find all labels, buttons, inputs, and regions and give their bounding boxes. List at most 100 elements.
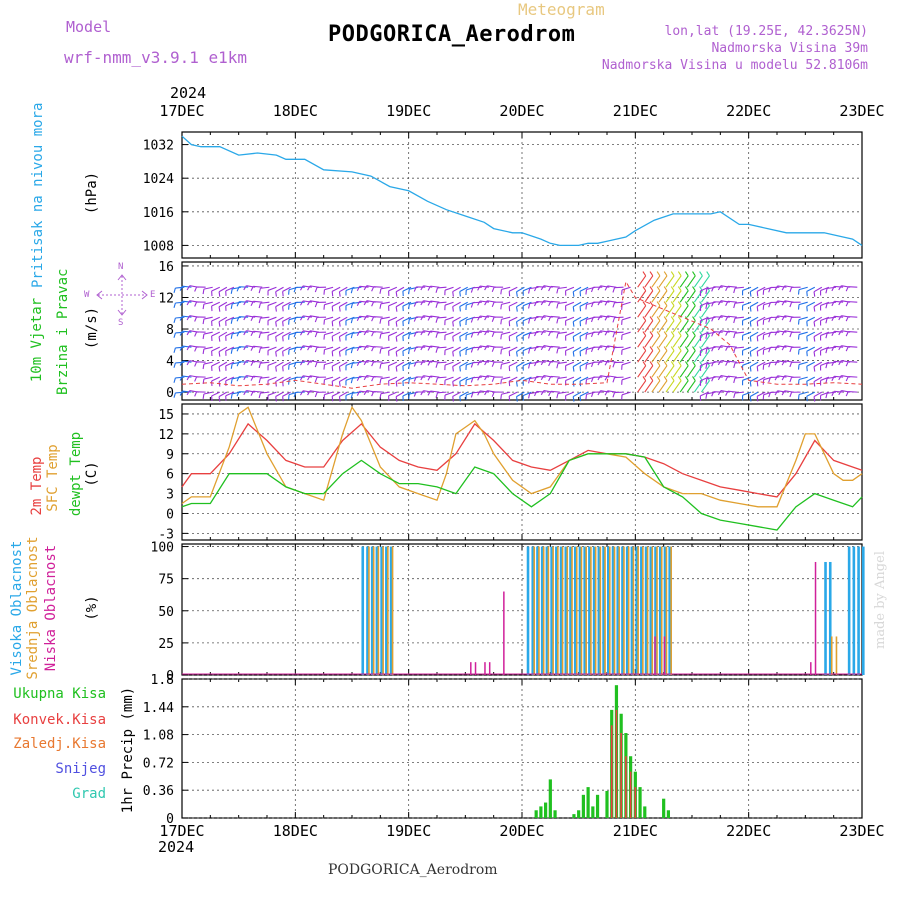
wind-barb (423, 300, 433, 303)
wind-barb (373, 316, 383, 318)
wind-barb-flag (230, 363, 233, 369)
wind-barb-flag (413, 346, 417, 352)
wind-barb-flag (789, 287, 793, 293)
wind-barb (600, 330, 610, 333)
wind-barb (501, 331, 511, 335)
wind-barb-flag (642, 361, 647, 366)
wind-barb-flag (649, 301, 654, 307)
wind-barb (282, 301, 291, 307)
wind-barb (388, 316, 398, 322)
wind-barb (302, 345, 312, 348)
wind-barb-flag (825, 348, 828, 354)
wind-barb (472, 316, 482, 319)
wind-barb-flag (413, 301, 417, 307)
cloud-bar-high (564, 546, 568, 675)
wind-barb (260, 286, 270, 289)
wind-barb (437, 331, 447, 334)
wind-barb (827, 346, 837, 349)
wind-barb-flag (585, 364, 588, 370)
wind-barb (444, 331, 454, 336)
wind-barb-flag (243, 315, 247, 321)
wind-barb (175, 346, 185, 349)
cloud-bar-high (607, 546, 610, 675)
wind-barb-flag (395, 336, 398, 342)
wind-barb (557, 331, 567, 335)
wind-barb (275, 286, 284, 293)
wind-barb-flag (408, 304, 410, 310)
wind-barb-flag (258, 333, 261, 339)
wind-barb (693, 365, 703, 378)
y-tick-label: 15 (158, 408, 174, 423)
y-tick-label: 0 (166, 386, 174, 401)
wind-barb (720, 315, 730, 318)
wind-barb (607, 375, 617, 378)
wind-barb (459, 301, 468, 307)
wind-barb (550, 390, 560, 393)
wind-barb-flag (677, 376, 682, 381)
wind-barb (679, 380, 689, 393)
wind-barb (848, 375, 858, 378)
wind-barb-flag (258, 363, 261, 369)
wind-barb-flag (774, 375, 779, 381)
wind-barb-flag (470, 377, 474, 383)
wind-barb (607, 345, 617, 348)
wind-barb (579, 331, 589, 337)
wind-barb-flag (572, 306, 575, 312)
wind-barb-flag (435, 332, 439, 338)
wind-barb (777, 390, 787, 393)
wind-barb (508, 331, 518, 337)
wind-barb (600, 345, 610, 348)
cloud-bar-mid (590, 546, 592, 675)
wind-barb (813, 316, 823, 323)
wind-barb (395, 301, 405, 308)
y-tick-label: 3 (166, 488, 174, 503)
wind-barb-flag (363, 375, 368, 381)
cloud-bar-high (635, 546, 638, 675)
wind-barb (479, 330, 490, 333)
wind-barb (225, 346, 235, 352)
wind-barb (848, 331, 858, 333)
wind-barb (437, 316, 447, 319)
wind-barb (529, 286, 539, 290)
wind-barb (388, 331, 398, 337)
wind-barb (557, 286, 567, 290)
wind-barb (211, 316, 221, 322)
wind-barb (806, 346, 816, 352)
wind-barb-flag (275, 291, 277, 297)
wind-barb (409, 316, 419, 320)
wind-barb (430, 285, 440, 288)
wind-barb (700, 305, 710, 318)
wind-barb (275, 331, 284, 338)
cloud-bar-high (663, 546, 667, 675)
wind-barb (452, 391, 461, 397)
wind-barb (409, 286, 419, 290)
cloud-bar-mid (557, 546, 559, 675)
wind-barb-flag (756, 306, 759, 312)
wind-barb (501, 346, 511, 350)
y-tick-label: 1016 (143, 206, 174, 221)
wind-barb-flag (656, 316, 661, 322)
wind-barb (679, 290, 689, 303)
wind-barb-flag (597, 375, 601, 381)
precip-bar-total (595, 794, 600, 818)
wind-barb (827, 391, 837, 394)
wind-barb (459, 331, 468, 337)
precip-bar-total (548, 779, 552, 818)
wind-barb-flag (756, 396, 759, 402)
wind-barb (409, 391, 419, 395)
wind-barb (720, 390, 730, 393)
wind-barb-flag (379, 393, 382, 399)
wind-barb-flag (275, 306, 277, 312)
wind-barb (472, 391, 482, 394)
wind-barb-flag (548, 376, 552, 382)
wind-barb (742, 376, 752, 381)
wind-barb-flag (590, 391, 594, 397)
precip-bar-convective (615, 709, 618, 818)
wind-barb (444, 376, 454, 381)
wind-barb-flag (585, 319, 588, 325)
wind-barb-flag (459, 306, 461, 312)
wind-barb (536, 390, 546, 393)
cloud-bar-high (385, 546, 388, 675)
wind-barb-flag (612, 362, 616, 368)
wind-barb (267, 331, 277, 336)
